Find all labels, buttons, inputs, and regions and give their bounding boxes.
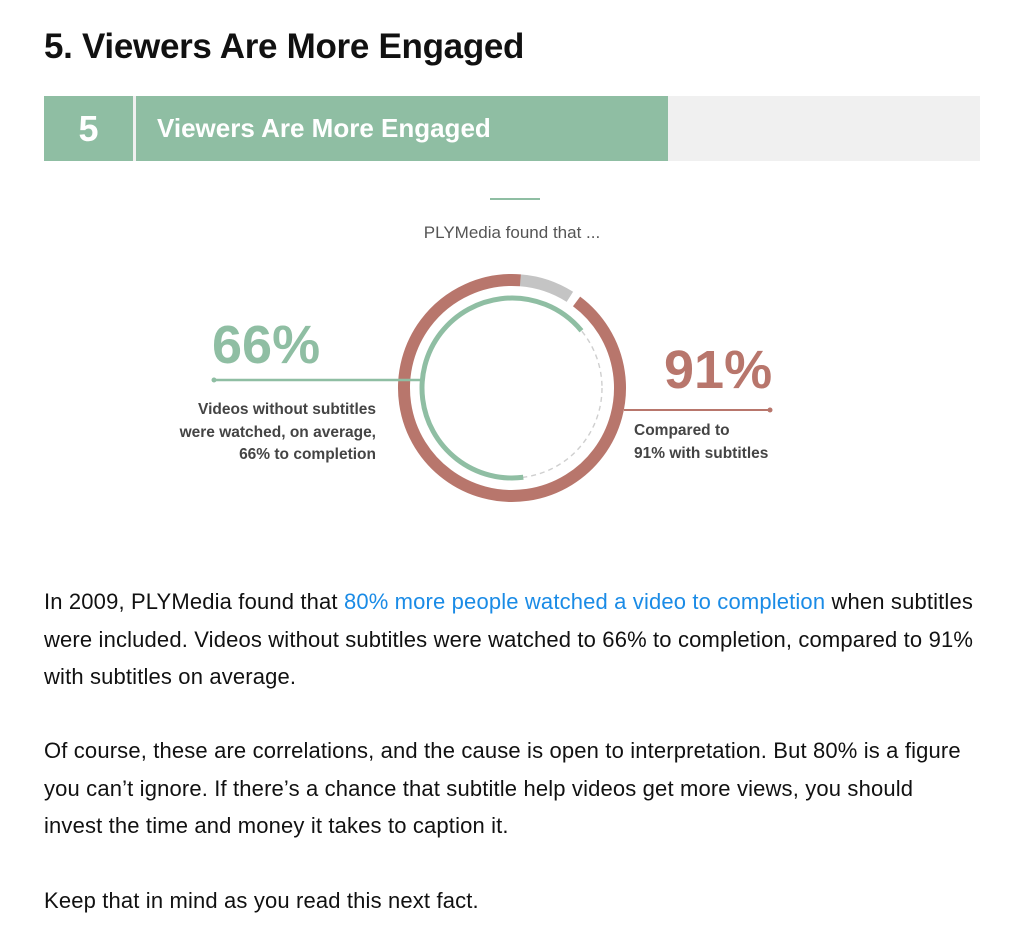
paragraph-next-fact: Keep that in mind as you read this next … (44, 888, 479, 913)
right-connector-dot (767, 407, 773, 413)
completion-study-link[interactable]: 80% more people watched a video to compl… (343, 589, 826, 614)
paragraph-plymedia: In 2009, PLYMedia found that 80% more pe… (44, 583, 974, 696)
section-banner: 5 Viewers Are More Engaged (44, 96, 980, 161)
paragraph-plymedia-rest: when subtitles were included. Videos wit… (44, 589, 974, 689)
section-title: 5. Viewers Are More Engaged (44, 27, 525, 66)
paragraph-correlation: Of course, these are correlations, and t… (44, 738, 961, 838)
inner-66-arc (419, 295, 605, 481)
stat-66-caption: Videos without subtitles were watched, o… (130, 399, 376, 467)
stat-91-caption: Compared to 91% with subtitles (634, 420, 834, 465)
banner-heading: Viewers Are More Engaged (136, 96, 668, 161)
stat-91-caption-line: Compared to (634, 422, 730, 439)
paragraph-plymedia-intro: In 2009, PLYMedia found that (44, 589, 344, 614)
left-connector-dot (211, 377, 217, 383)
stat-66-caption-line: were watched, on average, (179, 423, 376, 441)
stat-66-caption-line: Videos without subtitles (198, 401, 376, 418)
stat-91-caption-line: 91% with subtitles (634, 444, 769, 462)
banner-number: 5 (44, 96, 133, 161)
completion-infographic: PLYMedia found that ... 66% Videos witho… (0, 180, 1024, 520)
stat-66-percent: 66% (212, 315, 321, 375)
infographic-lead: PLYMedia found that ... (423, 223, 601, 242)
stat-66-caption-line: 66% to completion (239, 446, 376, 463)
donut-graphic (211, 198, 773, 503)
stat-91-percent: 91% (664, 340, 773, 400)
outer-remainder-arc (398, 274, 626, 503)
